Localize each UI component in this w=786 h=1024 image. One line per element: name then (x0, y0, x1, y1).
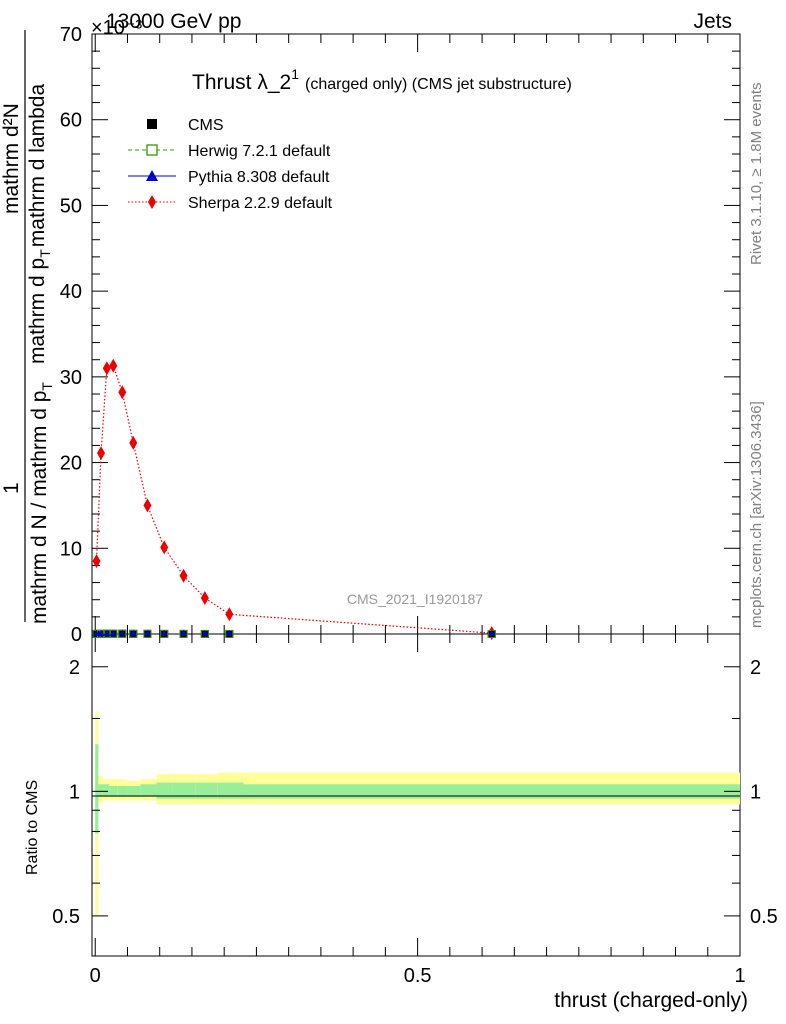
x-axis-label: thrust (charged-only) (554, 989, 748, 1012)
ratio-y-tick-label-right: 1 (750, 781, 761, 803)
y-label-denominator: mathrm d N / mathrm d pT (28, 382, 55, 624)
legend-label-cms: CMS (188, 117, 224, 134)
sherpa-point (225, 607, 234, 622)
ratio-stat-band (217, 782, 244, 799)
y-multiplier-label: ×10⁻³ (91, 17, 142, 39)
legend-marker-cms (147, 119, 157, 129)
legend-label-herwig: Herwig 7.2.1 default (188, 143, 331, 160)
ratio-stat-band (156, 782, 173, 799)
x-tick-label: 0.5 (404, 965, 432, 987)
ratio-stat-band (95, 744, 99, 834)
main-y-ticks: 0 10 20 30 40 50 60 70 (60, 24, 740, 646)
sherpa-point (200, 591, 209, 605)
sherpa-point (109, 358, 118, 373)
ratio-y-ticks: 0.5 0.5 1 1 2 2 (52, 657, 778, 928)
legend-label-pythia: Pythia 8.308 default (188, 169, 330, 186)
pythia-point (488, 629, 496, 636)
ratio-y-tick-label: 1 (69, 781, 80, 803)
ratio-stat-band (109, 786, 118, 797)
legend-marker-herwig (146, 144, 158, 156)
category-label: Jets (693, 10, 732, 33)
pythia-point (118, 629, 126, 636)
sherpa-point (143, 498, 152, 513)
legend: CMS Herwig 7.2.1 default Pythia 8.308 de… (128, 117, 333, 212)
pythia-point (201, 629, 209, 636)
sherpa-point (179, 568, 188, 583)
ratio-stat-band (117, 786, 128, 797)
legend-marker-pythia (146, 170, 158, 181)
ratio-stat-band (102, 784, 110, 797)
pythia-point (93, 629, 101, 636)
energy-label: 13000 GeV pp (106, 10, 241, 33)
ratio-stat-band (195, 782, 218, 799)
sherpa-point (118, 385, 127, 400)
y-tick-label: 50 (60, 195, 82, 217)
x-ticks: 0 0.5 1 (90, 34, 746, 987)
pythia-point (160, 629, 168, 636)
ratio-stat-band (140, 784, 157, 797)
ratio-stat-band (172, 782, 196, 799)
pythia-point (103, 629, 111, 636)
ratio-bands (95, 711, 740, 916)
sherpa-point (97, 446, 106, 461)
pythia-point (97, 629, 105, 636)
x-tick-label: 1 (734, 965, 745, 987)
mcplots-label: mcplots.cern.ch [arXiv:1306.3436] (748, 401, 765, 628)
pythia-point (143, 629, 151, 636)
sherpa-point (160, 540, 169, 555)
ratio-y-tick-label: 0.5 (52, 906, 80, 928)
ratio-y-tick-label: 2 (69, 657, 80, 679)
pythia-point (129, 629, 137, 636)
pythia-point (109, 629, 117, 636)
series-layer (92, 358, 496, 641)
y-label-fraction-numerator: mathrm d²N (0, 103, 23, 214)
pythia-point (180, 629, 188, 636)
y-tick-label: 70 (60, 24, 82, 46)
sherpa-point (102, 361, 111, 376)
ratio-stat-band (127, 786, 141, 797)
sherpa-line (95, 364, 492, 634)
y-tick-label: 0 (71, 624, 82, 646)
plot-title: Thrust λ_21(charged only) (CMS jet subst… (192, 66, 572, 94)
y-tick-label: 20 (60, 453, 82, 475)
y-tick-label: 30 (60, 367, 82, 389)
ratio-stat-band (243, 784, 740, 799)
legend-label-sherpa: Sherpa 2.2.9 default (188, 195, 333, 212)
legend-marker-sherpa (148, 195, 156, 209)
rivet-version-label: Rivet 3.1.10, ≥ 1.8M events (748, 83, 765, 266)
sherpa-point (129, 435, 138, 450)
ratio-stat-band (98, 784, 103, 797)
y-tick-label: 40 (60, 281, 82, 303)
analysis-watermark: CMS_2021_I1920187 (347, 591, 483, 607)
x-tick-label: 0 (90, 965, 101, 987)
ratio-y-tick-label-right: 2 (750, 657, 761, 679)
ratio-y-label: Ratio to CMS (24, 780, 41, 875)
y-tick-label: 10 (60, 538, 82, 560)
y-label-fraction-denominator: mathrm d pTmathrm d lambda (26, 84, 53, 364)
ratio-y-tick-label-right: 0.5 (750, 906, 778, 928)
y-label-numerator: 1 (0, 482, 23, 494)
sherpa-point (92, 554, 101, 569)
y-axis-label: 1 mathrm d N / mathrm d pT mathrm d²N ma… (0, 30, 55, 624)
y-tick-label: 60 (60, 110, 82, 132)
pythia-point (225, 629, 233, 636)
